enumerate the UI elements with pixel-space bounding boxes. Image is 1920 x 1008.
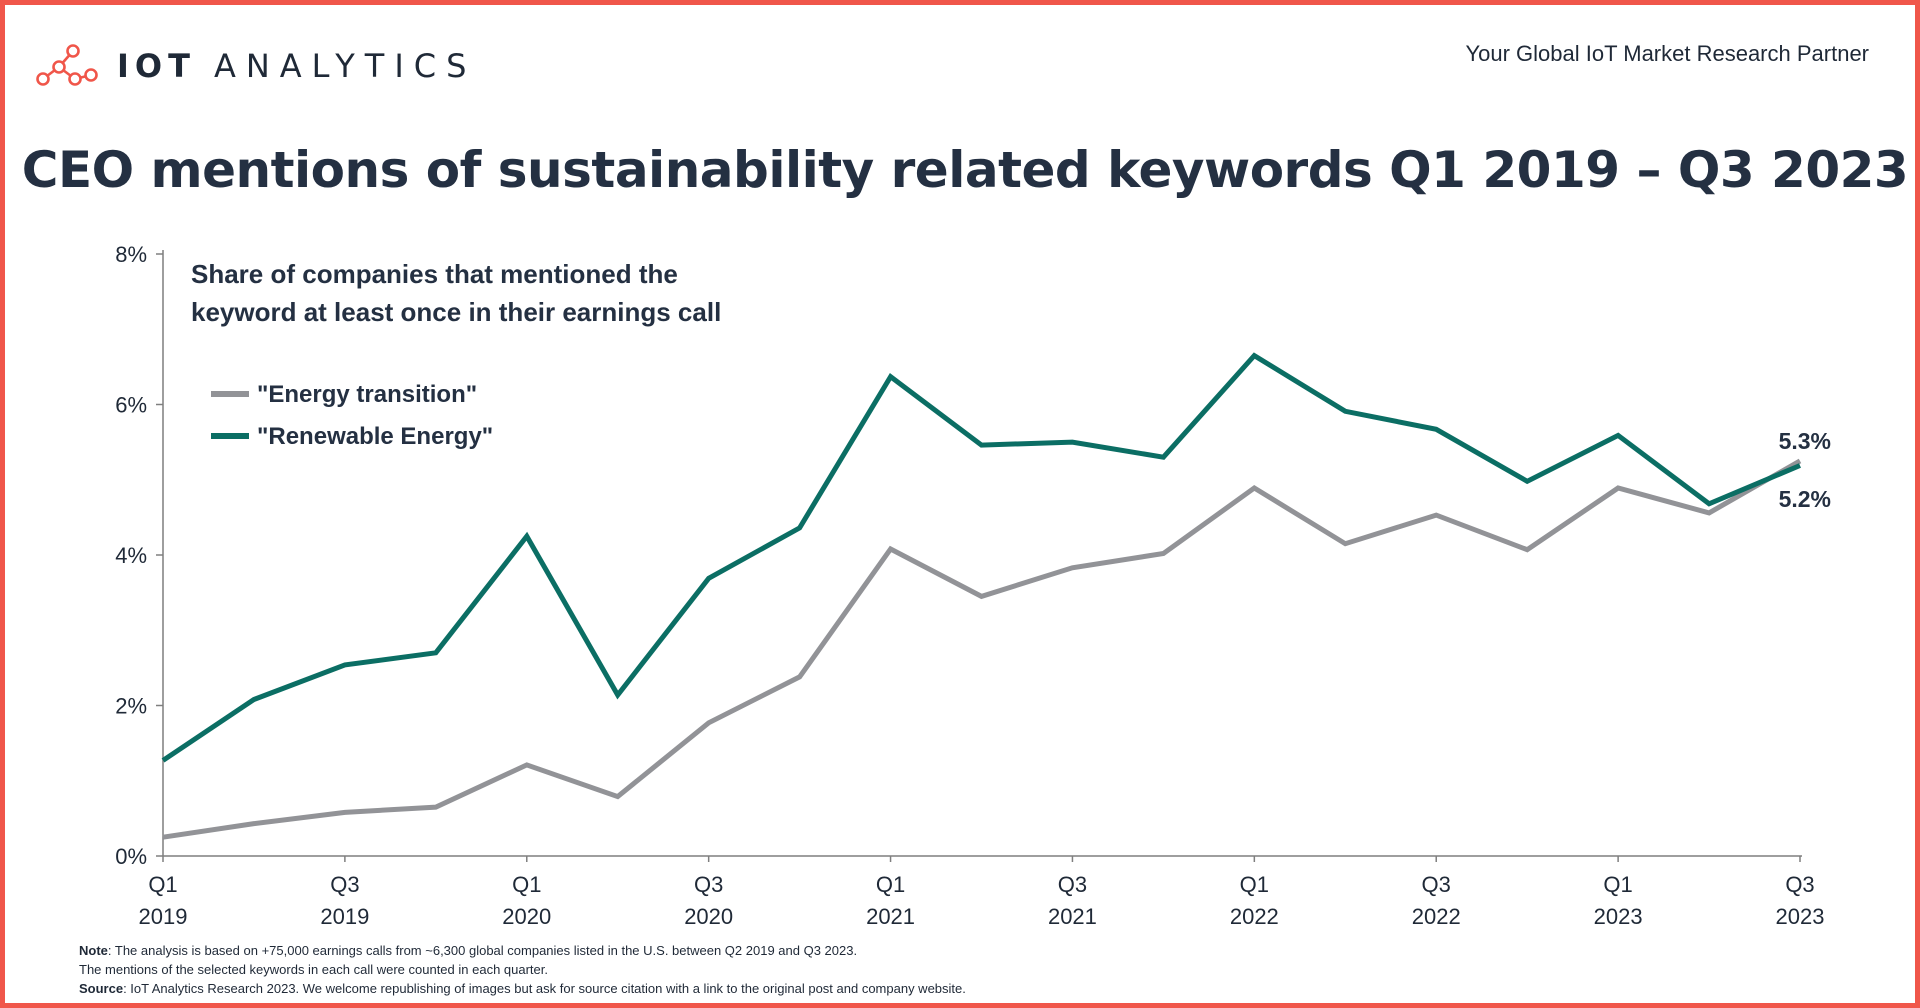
- x-tick-label-year: 2020: [502, 904, 551, 929]
- x-tick-label-year: 2021: [866, 904, 915, 929]
- legend-label: "Renewable Energy": [257, 423, 493, 450]
- x-tick-label-year: 2019: [139, 904, 188, 929]
- y-tick-label: 4%: [115, 543, 147, 568]
- legend: "Energy transition" "Renewable Energy": [211, 381, 493, 450]
- chart-title: CEO mentions of sustainability related k…: [21, 141, 1909, 199]
- chart-subtitle-line: keyword at least once in their earnings …: [191, 297, 721, 327]
- footnote: Note: The analysis is based on +75,000 e…: [79, 941, 966, 998]
- logo-network-icon: [36, 44, 98, 86]
- line-chart: 0% 2% 4% 6% 8% Q1 2019 Q3 2019 Q1 2020 Q3 2020 Q1 2021…: [115, 242, 1831, 929]
- series-line-energy-transition: [162, 458, 1802, 840]
- footnote-note-text: : The analysis is based on +75,000 earni…: [107, 943, 858, 958]
- x-tick-label-year: 2023: [1776, 904, 1825, 929]
- y-tick-label: 0%: [115, 844, 147, 869]
- axes: 0% 2% 4% 6% 8% Q1 2019 Q3 2019 Q1 2020 Q3 2020 Q1 2021…: [115, 242, 1824, 929]
- end-label-renewable-energy: 5.2%: [1779, 486, 1831, 512]
- end-label-energy-transition: 5.3%: [1779, 428, 1831, 454]
- footnote-source-line: Source: IoT Analytics Research 2023. We …: [79, 979, 966, 998]
- footnote-note-line-2: The mentions of the selected keywords in…: [79, 962, 548, 977]
- x-tick-label-quarter: Q1: [148, 872, 177, 897]
- footnote-note-line: Note: The analysis is based on +75,000 e…: [79, 941, 966, 960]
- x-tick-label-quarter: Q1: [1240, 872, 1269, 897]
- x-tick-label-quarter: Q3: [330, 872, 359, 897]
- x-tick-label-quarter: Q3: [1785, 872, 1814, 897]
- y-tick-label: 6%: [115, 393, 147, 418]
- y-tick-label: 2%: [115, 694, 147, 719]
- x-tick-label-year: 2020: [684, 904, 733, 929]
- x-tick-label-quarter: Q1: [512, 872, 541, 897]
- series-line-renewable-energy: [161, 352, 1801, 763]
- series-lines: [161, 352, 1802, 840]
- x-tick-label-year: 2022: [1412, 904, 1461, 929]
- legend-label: "Energy transition": [257, 381, 477, 408]
- x-tick-label-quarter: Q3: [1422, 872, 1451, 897]
- chart-subtitle-line: Share of companies that mentioned the: [191, 259, 678, 289]
- x-tick-label-year: 2019: [320, 904, 369, 929]
- y-tick-label: 8%: [115, 242, 147, 267]
- x-tick-label-quarter: Q3: [694, 872, 723, 897]
- chart-labels: Share of companies that mentioned the key…: [191, 259, 1831, 512]
- x-tick-label-year: 2023: [1594, 904, 1643, 929]
- logo-text-iot: IOT: [117, 47, 196, 85]
- footnote-note-label: Note: [79, 943, 108, 958]
- logo-text-analytics: ANALYTICS: [213, 47, 477, 85]
- footnote-source-label: Source: [79, 981, 124, 996]
- x-tick-label-year: 2021: [1048, 904, 1097, 929]
- footnote-source-text: : IoT Analytics Research 2023. We welcom…: [123, 981, 966, 996]
- x-tick-label-quarter: Q3: [1058, 872, 1087, 897]
- tagline: Your Global IoT Market Research Partner: [1465, 41, 1869, 66]
- x-tick-label-year: 2022: [1230, 904, 1279, 929]
- x-tick-label-quarter: Q1: [1603, 872, 1632, 897]
- logo: IOT ANALYTICS: [35, 41, 476, 91]
- x-tick-label-quarter: Q1: [876, 872, 905, 897]
